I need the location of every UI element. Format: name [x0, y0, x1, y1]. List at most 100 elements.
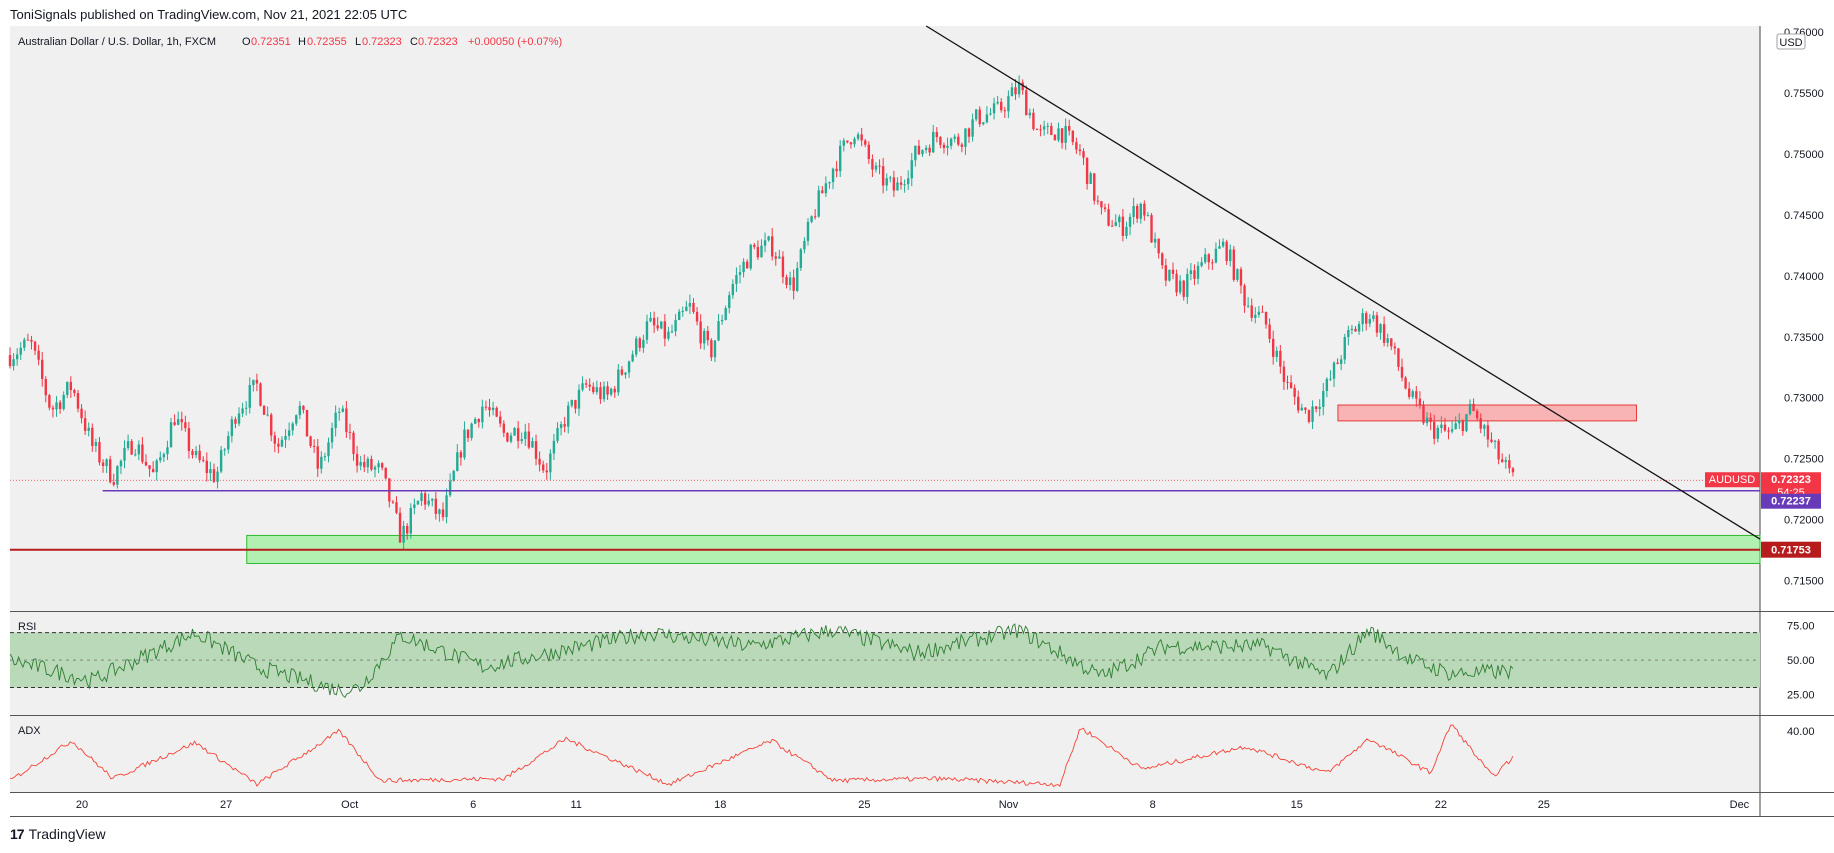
candle-body [763, 240, 767, 246]
candle-body [80, 408, 83, 419]
candle-body [1422, 405, 1425, 424]
candle-body [1418, 398, 1422, 406]
candle-body [899, 182, 903, 185]
candle-body [187, 428, 191, 451]
candle-body [724, 307, 727, 320]
candle-body [391, 501, 395, 503]
key-price-tag [1761, 541, 1821, 558]
candle-body [778, 256, 781, 259]
candle-body [184, 422, 187, 429]
candle-body [1053, 134, 1057, 141]
candle-body [821, 190, 824, 194]
candle-body [1229, 249, 1232, 262]
ohlc-close: 0.72323 [418, 36, 458, 48]
candle-body [363, 461, 366, 468]
candle-body [635, 338, 638, 355]
price-chart[interactable]: 0.760000.755000.750000.745000.740000.735… [0, 0, 1834, 822]
candle-body [717, 321, 720, 341]
candle-body [1322, 391, 1325, 407]
candle-body [1025, 90, 1028, 116]
candle-body [202, 459, 205, 461]
candle-body [1347, 330, 1350, 338]
candle-body [563, 424, 566, 427]
candle-body [409, 507, 412, 534]
candle-body [1375, 315, 1379, 333]
candle-body [856, 134, 860, 139]
candle-body [1314, 406, 1318, 410]
candle-body [556, 428, 559, 441]
candle-body [1057, 128, 1060, 141]
candle-body [846, 140, 849, 143]
candle-body [1386, 338, 1389, 343]
candle-body [910, 160, 913, 179]
candle-body [1447, 430, 1450, 432]
candle-body [1132, 206, 1135, 217]
candle-body [1089, 173, 1092, 184]
time-tick-label: 11 [570, 799, 581, 811]
candle-body [796, 268, 799, 291]
candle-body [1468, 403, 1472, 415]
candle-body [710, 340, 713, 358]
candle-body [1443, 424, 1447, 431]
candle-body [806, 221, 810, 241]
candle-body [1372, 315, 1375, 320]
ohlc-h-key: H [298, 36, 306, 48]
support-price-label: 0.72237 [1771, 496, 1811, 508]
candle-body [1282, 366, 1286, 382]
candle-body [513, 428, 516, 436]
candle-body [484, 406, 488, 408]
tradingview-logo[interactable]: 17 TradingView [10, 826, 106, 842]
tradingview-logo-icon: 17 [10, 826, 25, 842]
price-tick-label: 0.74000 [1784, 271, 1824, 283]
rsi-tick-label: 50.00 [1787, 655, 1815, 667]
candle-body [524, 431, 527, 440]
candle-body [670, 331, 674, 333]
rsi-label: RSI [18, 621, 36, 633]
candle-body [946, 145, 949, 148]
candle-body [305, 409, 309, 437]
candle-body [627, 361, 631, 373]
candle-body [255, 379, 259, 384]
candle-body [1343, 337, 1346, 360]
candle-body [1211, 262, 1214, 264]
candle-body [810, 216, 813, 222]
candle-body [166, 447, 169, 455]
candle-body [1128, 216, 1132, 227]
candle-body [137, 444, 141, 455]
candle-body [735, 274, 738, 284]
candle-body [388, 478, 391, 502]
candle-body [1289, 382, 1293, 388]
candle-body [949, 138, 953, 146]
candle-body [1297, 396, 1300, 411]
candle-body [835, 168, 838, 172]
candle-body [416, 501, 420, 505]
candle-body [692, 302, 695, 313]
time-tick-label: 18 [714, 799, 726, 811]
candle-body [1504, 460, 1507, 462]
candle-body [101, 462, 105, 466]
candle-body [914, 145, 917, 161]
candle-body [728, 295, 731, 308]
candle-body [209, 469, 212, 474]
candle-body [978, 109, 981, 125]
candle-body [1007, 96, 1010, 112]
candle-body [1186, 273, 1189, 297]
candle-body [831, 168, 835, 183]
candle-body [151, 469, 155, 473]
candle-body [37, 350, 40, 360]
trendline[interactable] [925, 25, 1761, 540]
candle-body [538, 458, 541, 465]
candle-body [252, 379, 255, 386]
candle-body [896, 182, 899, 191]
candle-body [1146, 215, 1150, 217]
candle-body [964, 128, 967, 147]
candle-body [48, 395, 51, 408]
candle-body [1153, 238, 1157, 243]
candle-body [1250, 305, 1253, 318]
candle-body [8, 355, 12, 367]
candle-body [1307, 409, 1311, 422]
candle-body [703, 330, 706, 344]
candle-body [434, 498, 438, 514]
candle-body [552, 440, 556, 454]
candle-body [1010, 87, 1014, 97]
